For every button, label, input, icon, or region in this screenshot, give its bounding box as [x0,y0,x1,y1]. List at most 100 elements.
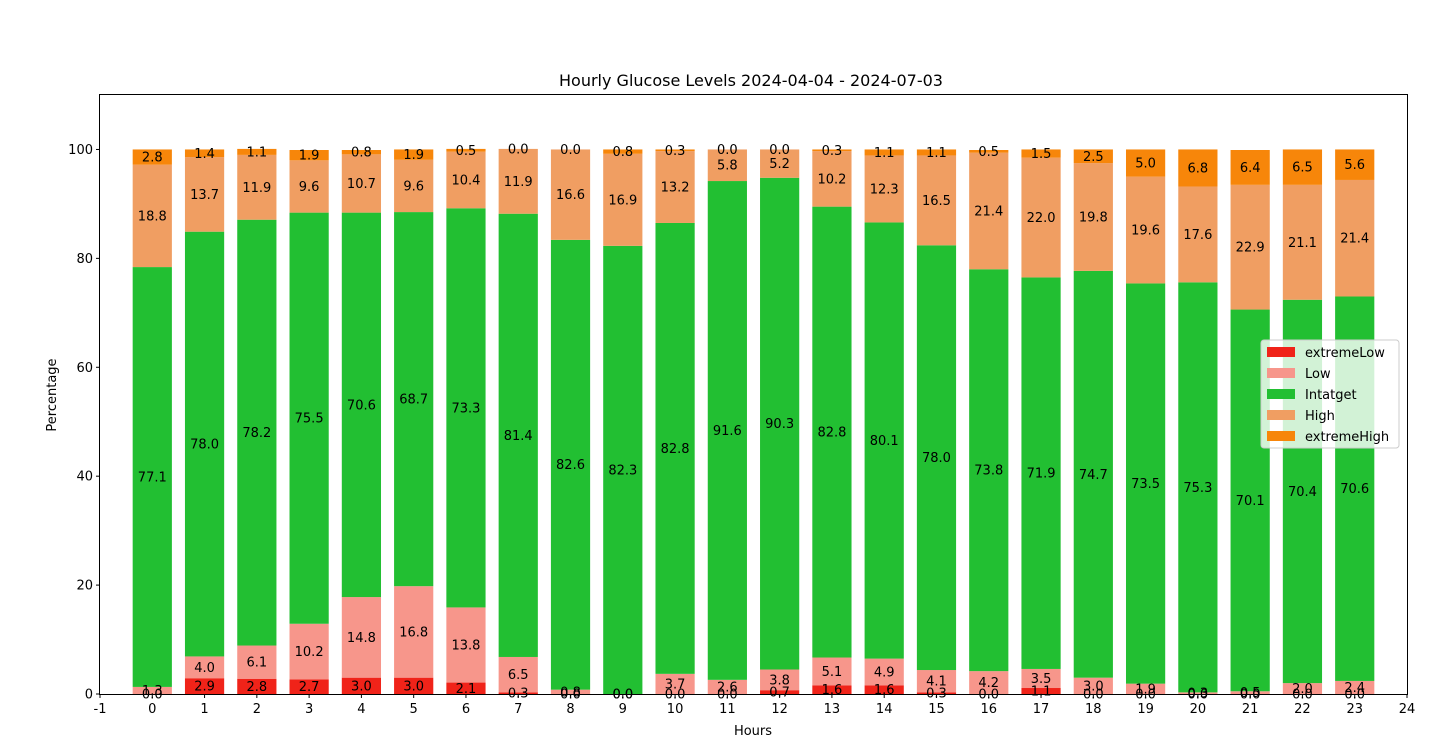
bar-Low-hour-20 [1178,692,1218,694]
data-label-extremeLow-hour-12: 0.7 [769,686,790,701]
legend-swatch-High [1267,410,1295,420]
bar-extremeHigh-hour-22 [1282,149,1323,185]
x-tick-label-6: 6 [462,702,470,717]
bar-Low-hour-21 [1230,691,1270,694]
bar-Low-hour-11 [707,679,747,694]
data-label-Low-hour-11: 2.6 [717,680,738,695]
data-label-Intatget-hour-8: 82.6 [556,458,585,473]
bar-Low-hour-3 [289,623,329,680]
x-tick-label-0: 0 [148,702,156,717]
data-label-High-hour-1: 13.7 [190,188,219,203]
data-label-Low-hour-15: 4.1 [926,675,947,690]
x-tick-label-4: 4 [357,702,365,717]
data-label-Low-hour-3: 10.2 [295,645,324,660]
data-label-Intatget-hour-14: 80.1 [870,434,899,449]
x-tick-label-1: 1 [200,702,208,717]
bar-High-hour-20 [1178,186,1218,283]
bar-Low-hour-1 [184,656,225,679]
data-label-extremeHigh-hour-14: 1.1 [874,146,895,161]
data-label-High-hour-19: 19.6 [1131,224,1160,239]
bar-extremeHigh-hour-9 [603,149,643,154]
data-label-Intatget-hour-1: 78.0 [190,438,219,453]
data-label-Low-hour-17: 3.5 [1031,672,1052,687]
legend: extremeLow Low Intatget High extremeHigh [1260,339,1400,449]
data-label-extremeHigh-hour-11: 0.0 [717,143,738,158]
data-label-Intatget-hour-9: 82.3 [608,463,637,478]
bar-High-hour-7 [498,148,538,214]
bar-extremeLow-hour-5 [394,677,434,694]
data-label-extremeHigh-hour-19: 5.0 [1135,157,1156,172]
data-label-extremeHigh-hour-18: 2.5 [1083,150,1104,165]
x-axis: -1 0 1 2 3 4 5 6 7 8 9 10 11 12 13 14 15 16 17 18 19 20 21 22 23… [94,694,1415,717]
bar-extremeHigh-hour-3 [289,149,329,161]
data-label-High-hour-2: 11.9 [242,181,271,196]
legend-swatch-Intatget [1267,389,1295,399]
data-label-High-hour-15: 16.5 [922,194,951,209]
data-label-High-hour-5: 9.6 [403,179,424,194]
data-label-Intatget-hour-13: 82.8 [817,426,846,441]
x-tick-label-11: 11 [719,702,736,717]
bar-Intatget-hour-5 [394,212,434,587]
bar-extremeHigh-hour-6 [446,148,486,152]
bar-extremeHigh-hour-15 [916,149,957,156]
legend-frame [1260,339,1400,449]
bar-Intatget-hour-17 [1021,277,1061,669]
data-label-Intatget-hour-11: 91.6 [713,424,742,439]
data-label-High-hour-23: 21.4 [1340,232,1369,247]
data-label-High-hour-17: 22.0 [1027,211,1056,226]
data-label-Low-hour-7: 6.5 [508,668,529,683]
data-label-extremeHigh-hour-13: 0.3 [822,144,843,159]
data-label-High-hour-4: 10.7 [347,177,376,192]
data-label-extremeHigh-hour-5: 1.9 [403,148,424,163]
x-tick-label-17: 17 [1033,702,1050,717]
legend-label-High: High [1305,409,1335,424]
bar-Intatget-hour-19 [1125,283,1166,684]
legend-swatch-extremeLow [1267,347,1295,357]
bar-Low-hour-13 [812,657,852,686]
data-label-extremeHigh-hour-1: 1.4 [194,147,215,162]
bar-extremeHigh-hour-0 [132,149,172,165]
bar-Low-hour-22 [1282,683,1323,694]
bar-extremeHigh-hour-4 [341,149,382,155]
y-axis: 0 20 40 60 80 100 [68,143,100,703]
x-tick-label-21: 21 [1242,702,1259,717]
x-tick-label-12: 12 [771,702,788,717]
data-label-Low-hour-16: 4.2 [978,676,999,691]
data-label-extremeHigh-hour-15: 1.1 [926,146,947,161]
data-label-extremeHigh-hour-17: 1.5 [1031,147,1052,162]
x-tick-label-10: 10 [667,702,684,717]
data-label-Low-hour-18: 3.0 [1083,679,1104,694]
bar-High-hour-2 [237,154,277,220]
bar-Intatget-hour-11 [707,181,747,680]
x-tick-label-15: 15 [928,702,945,717]
data-label-Intatget-hour-2: 78.2 [242,426,271,441]
bar-High-hour-10 [655,151,695,223]
data-label-High-hour-6: 10.4 [451,173,480,188]
bar-Intatget-hour-3 [289,212,329,624]
bar-extremeHigh-hour-1 [184,149,225,158]
chart-title: Hourly Glucose Levels 2024-04-04 - 2024-… [559,71,943,90]
bar-High-hour-12 [760,149,800,178]
x-axis-label: Hours [734,724,772,739]
data-label-Intatget-hour-22: 70.4 [1288,485,1317,500]
data-label-Low-hour-12: 3.8 [769,673,790,688]
bar-High-hour-22 [1282,184,1323,300]
bar-Intatget-hour-14 [864,222,904,659]
data-label-Intatget-hour-21: 70.1 [1236,494,1265,509]
data-label-Intatget-hour-23: 70.6 [1340,482,1369,497]
data-label-extremeHigh-hour-4: 0.8 [351,146,372,161]
bar-High-hour-3 [289,160,329,213]
bar-Intatget-hour-7 [498,213,538,657]
plot-frame [99,94,1408,695]
data-label-Intatget-hour-5: 68.7 [399,393,428,408]
bar-Low-hour-18 [1073,677,1113,694]
data-label-extremeHigh-hour-22: 6.5 [1292,161,1313,176]
data-label-Low-hour-5: 16.8 [399,625,428,640]
bar-High-hour-1 [184,157,225,232]
bar-extremeHigh-hour-20 [1178,149,1218,187]
y-tick-label-0: 0 [85,688,93,703]
data-label-extremeHigh-hour-8: 0.0 [560,143,581,158]
data-label-extremeHigh-hour-12: 0.0 [769,143,790,158]
bar-High-hour-14 [864,155,904,223]
